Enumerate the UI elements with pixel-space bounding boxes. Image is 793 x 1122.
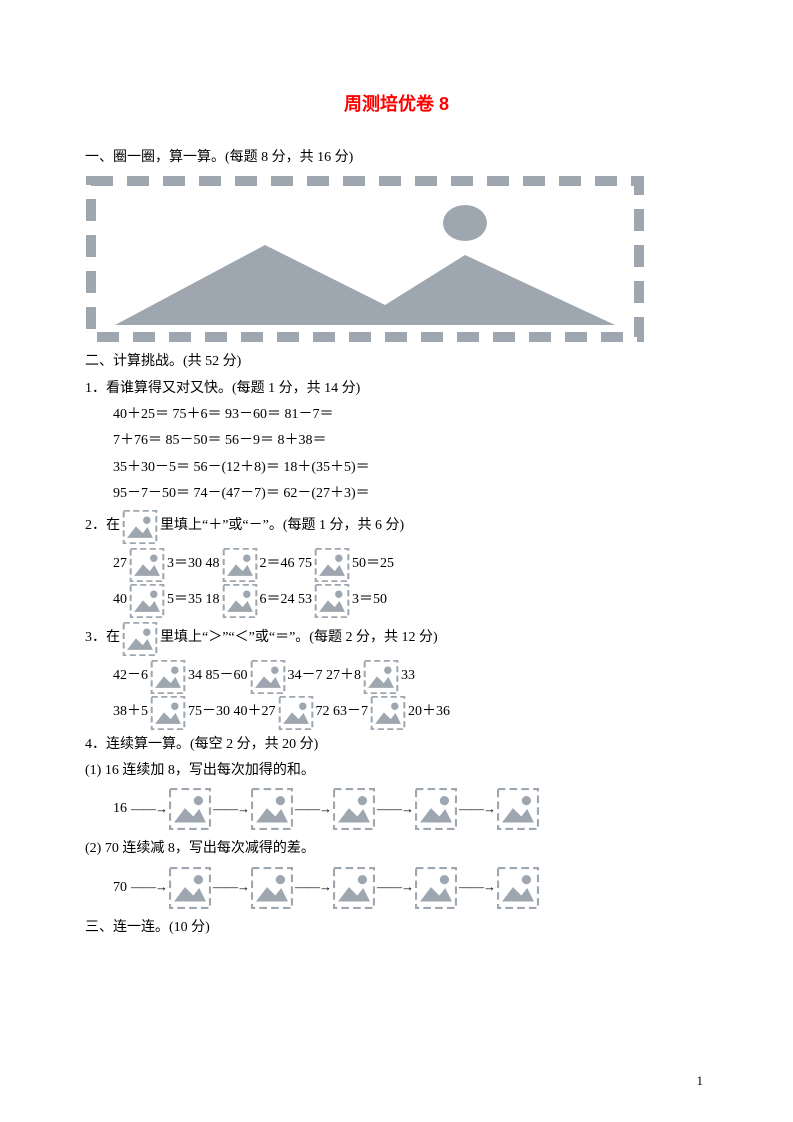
blank-box-icon [169, 788, 211, 830]
blank-box-icon [222, 548, 258, 582]
blank-box-icon [497, 867, 539, 909]
blank-box-icon [333, 867, 375, 909]
arrow-icon: ――→ [131, 877, 167, 898]
q4-start1: 16 [113, 798, 127, 820]
q3-r2-c: 72 63－7 [316, 701, 369, 723]
blank-box-icon [129, 548, 165, 582]
q4-start2: 70 [113, 877, 127, 899]
q2-r2-c: 6＝24 53 [260, 589, 313, 611]
q3-r1-a: 42－6 [113, 665, 148, 687]
blank-box-icon [278, 696, 314, 730]
arrow-icon: ――→ [295, 799, 331, 820]
q4-heading: 4．连续算一算。(每空 2 分，共 20 分) [85, 734, 708, 756]
blank-box-icon [497, 788, 539, 830]
blank-box-icon [415, 867, 457, 909]
q2-prefix: 2．在 [85, 515, 120, 537]
q2-r2-d: 3＝50 [352, 589, 387, 611]
blank-box-icon [150, 696, 186, 730]
page-title: 周测培优卷 8 [85, 90, 708, 119]
q2-row1: 27 3＝30 48 2＝46 75 50＝25 [85, 548, 708, 582]
section-1-heading: 一、圈一圈，算一算。(每题 8 分，共 16 分) [85, 147, 708, 169]
q3-row2: 38＋5 75－30 40＋27 72 63－7 20＋36 [85, 696, 708, 730]
q2-r2-b: 5＝35 18 [167, 589, 220, 611]
q4-sub1: (1) 16 连续加 8，写出每次加得的和。 [85, 760, 708, 782]
q2-r2-a: 40 [113, 589, 127, 611]
q2-heading: 2．在 里填上“＋”或“－”。(每题 1 分，共 6 分) [85, 510, 708, 544]
q2-r1-a: 27 [113, 553, 127, 575]
blank-box-icon [251, 867, 293, 909]
q1-row2: 7＋76＝ 85－50＝ 56－9＝ 8＋38＝ [85, 430, 708, 452]
blank-box-icon [250, 660, 286, 694]
q3-prefix: 3．在 [85, 627, 120, 649]
blank-box-icon [363, 660, 399, 694]
arrow-icon: ――→ [213, 877, 249, 898]
q2-r1-c: 2＝46 75 [260, 553, 313, 575]
q3-r1-b: 34 85－60 [188, 665, 248, 687]
blank-box-icon [415, 788, 457, 830]
blank-box-icon [222, 584, 258, 618]
q3-r2-d: 20＋36 [408, 701, 450, 723]
section-1-image-placeholder [85, 175, 645, 343]
blank-box-icon [251, 788, 293, 830]
arrow-icon: ――→ [459, 799, 495, 820]
arrow-icon: ――→ [131, 799, 167, 820]
q2-r1-b: 3＝30 48 [167, 553, 220, 575]
blank-box-icon [169, 867, 211, 909]
page-number: 1 [697, 1071, 704, 1092]
blank-box-icon [122, 622, 158, 656]
q4-sub2: (2) 70 连续减 8，写出每次减得的差。 [85, 838, 708, 860]
q3-r1-d: 33 [401, 665, 415, 687]
q3-r2-b: 75－30 40＋27 [188, 701, 276, 723]
blank-box-icon [150, 660, 186, 694]
q3-r2-a: 38＋5 [113, 701, 148, 723]
q1-row4: 95－7－50＝ 74－(47－7)＝ 62－(27＋3)＝ [85, 483, 708, 505]
q3-suffix: 里填上“＞”“＜”或“＝”。(每题 2 分，共 12 分) [160, 627, 438, 649]
blank-box-icon [370, 696, 406, 730]
section-3-heading: 三、连一连。(10 分) [85, 917, 708, 939]
arrow-icon: ――→ [295, 877, 331, 898]
q4-chain2: 70 ――→ ――→ ――→ ――→ ――→ [85, 867, 708, 909]
blank-box-icon [314, 584, 350, 618]
blank-box-icon [122, 510, 158, 544]
section-2-heading: 二、计算挑战。(共 52 分) [85, 351, 708, 373]
arrow-icon: ――→ [377, 877, 413, 898]
q3-heading: 3．在 里填上“＞”“＜”或“＝”。(每题 2 分，共 12 分) [85, 622, 708, 656]
blank-box-icon [129, 584, 165, 618]
arrow-icon: ――→ [459, 877, 495, 898]
q2-row2: 40 5＝35 18 6＝24 53 3＝50 [85, 584, 708, 618]
q1-row1: 40＋25＝ 75＋6＝ 93－60＝ 81－7＝ [85, 404, 708, 426]
arrow-icon: ――→ [377, 799, 413, 820]
q1-row3: 35＋30－5＝ 56－(12＋8)＝ 18＋(35＋5)＝ [85, 457, 708, 479]
q3-r1-c: 34－7 27＋8 [288, 665, 362, 687]
q2-suffix: 里填上“＋”或“－”。(每题 1 分，共 6 分) [160, 515, 404, 537]
q3-row1: 42－6 34 85－60 34－7 27＋8 33 [85, 660, 708, 694]
q1-heading: 1．看谁算得又对又快。(每题 1 分，共 14 分) [85, 378, 708, 400]
blank-box-icon [333, 788, 375, 830]
q4-chain1: 16 ――→ ――→ ――→ ――→ ――→ [85, 788, 708, 830]
q2-r1-d: 50＝25 [352, 553, 394, 575]
blank-box-icon [314, 548, 350, 582]
arrow-icon: ――→ [213, 799, 249, 820]
